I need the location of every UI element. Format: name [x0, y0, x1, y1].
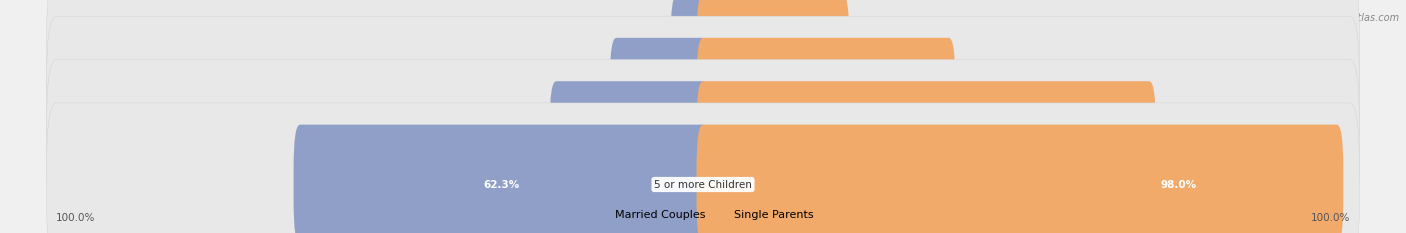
Text: 98.0%: 98.0%	[1160, 179, 1197, 189]
Text: Source: ZipAtlas.com: Source: ZipAtlas.com	[1295, 13, 1399, 23]
FancyBboxPatch shape	[696, 81, 1156, 201]
FancyBboxPatch shape	[46, 103, 1360, 233]
FancyBboxPatch shape	[671, 0, 710, 114]
FancyBboxPatch shape	[46, 59, 1360, 223]
FancyBboxPatch shape	[46, 0, 1360, 136]
Text: 4.0%: 4.0%	[641, 49, 668, 59]
Text: 13.4%: 13.4%	[574, 93, 606, 103]
Text: 3 or 4 Children: 3 or 4 Children	[664, 136, 742, 146]
FancyBboxPatch shape	[294, 125, 710, 233]
Text: 69.0%: 69.0%	[1019, 136, 1056, 146]
Text: 22.7%: 22.7%	[612, 136, 648, 146]
Text: 100.0%: 100.0%	[56, 213, 96, 223]
FancyBboxPatch shape	[610, 38, 710, 158]
FancyBboxPatch shape	[696, 38, 955, 158]
Text: 1 or 2 Children: 1 or 2 Children	[664, 93, 742, 103]
FancyBboxPatch shape	[46, 16, 1360, 179]
Legend: Married Couples, Single Parents: Married Couples, Single Parents	[588, 206, 818, 225]
FancyBboxPatch shape	[696, 0, 849, 114]
Text: 62.3%: 62.3%	[484, 179, 520, 189]
FancyBboxPatch shape	[696, 125, 1343, 233]
Text: INCOME BELOW POVERTY AMONG MARRIED-COUPLE VS SINGLE-PARENT HOUSEHOLDS IN HARLING: INCOME BELOW POVERTY AMONG MARRIED-COUPL…	[56, 11, 814, 24]
Text: 5 or more Children: 5 or more Children	[654, 179, 752, 189]
Text: 21.6%: 21.6%	[852, 49, 886, 59]
Text: 38.0%: 38.0%	[869, 93, 905, 103]
Text: 100.0%: 100.0%	[1310, 213, 1350, 223]
Text: No Children: No Children	[672, 49, 734, 59]
FancyBboxPatch shape	[550, 81, 710, 201]
